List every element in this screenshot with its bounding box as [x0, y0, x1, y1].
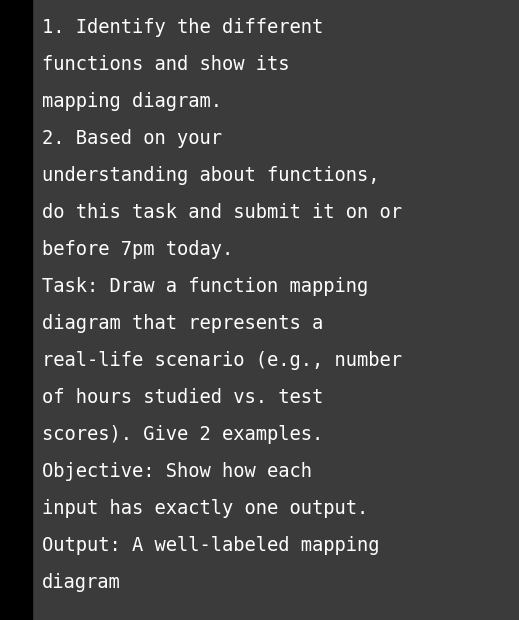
Text: diagram that represents a: diagram that represents a — [42, 314, 323, 333]
Text: 1. Identify the different: 1. Identify the different — [42, 18, 323, 37]
Text: Objective: Show how each: Objective: Show how each — [42, 462, 312, 481]
Text: mapping diagram.: mapping diagram. — [42, 92, 222, 111]
Text: before 7pm today.: before 7pm today. — [42, 240, 233, 259]
Text: scores). Give 2 examples.: scores). Give 2 examples. — [42, 425, 323, 444]
Text: 2. Based on your: 2. Based on your — [42, 129, 222, 148]
Bar — [0, 0, 32, 620]
Text: input has exactly one output.: input has exactly one output. — [42, 499, 368, 518]
Text: do this task and submit it on or: do this task and submit it on or — [42, 203, 402, 222]
Text: of hours studied vs. test: of hours studied vs. test — [42, 388, 323, 407]
Text: Output: A well-labeled mapping: Output: A well-labeled mapping — [42, 536, 379, 555]
Text: understanding about functions,: understanding about functions, — [42, 166, 379, 185]
Text: real-life scenario (e.g., number: real-life scenario (e.g., number — [42, 351, 402, 370]
Text: diagram: diagram — [42, 573, 121, 592]
Text: Task: Draw a function mapping: Task: Draw a function mapping — [42, 277, 368, 296]
Text: functions and show its: functions and show its — [42, 55, 290, 74]
